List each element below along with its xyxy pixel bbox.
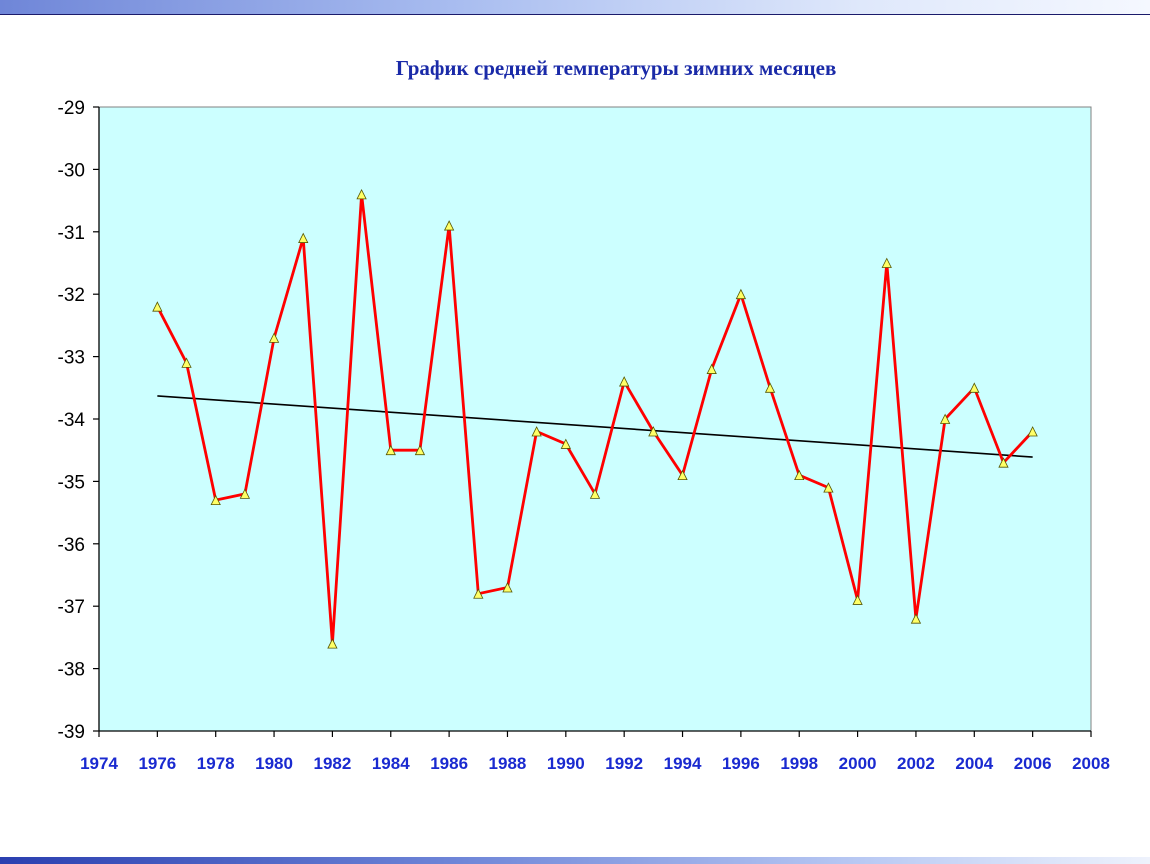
x-tick-label: 1998 [780, 754, 818, 773]
trendline-group [157, 395, 1033, 458]
x-tick-label: 1976 [138, 754, 176, 773]
x-tick-label: 1988 [489, 754, 527, 773]
data-point-marker [473, 588, 484, 599]
x-tick-label: 1986 [430, 754, 468, 773]
data-point-marker [706, 363, 717, 374]
y-tick-label: -36 [58, 535, 85, 556]
tick-labels: -29 -30 -31 -32 -33 -34 -35 -36 -37 -38 -39 1974 197… [58, 98, 1110, 773]
data-point-marker [443, 220, 455, 231]
plot-area [98, 106, 1092, 732]
x-tick-label: 2006 [1014, 754, 1052, 773]
data-point-marker [385, 444, 396, 456]
x-tick-label: 1982 [313, 754, 351, 773]
data-point-marker [852, 594, 863, 605]
data-point-marker [589, 488, 601, 499]
x-tick-label: 1978 [197, 754, 235, 773]
x-tick-label: 2002 [897, 754, 935, 773]
y-tick-label: -33 [58, 348, 85, 369]
data-point-marker [356, 188, 367, 200]
x-tick-label: 1984 [372, 754, 410, 773]
y-tick-label: -38 [58, 660, 85, 681]
data-point-marker [823, 482, 834, 493]
y-tick-label: -35 [58, 472, 85, 493]
axes [93, 106, 1092, 737]
x-tick-label: 2000 [839, 754, 877, 773]
y-tick-label: -31 [58, 223, 85, 244]
y-tick-label: -29 [58, 98, 85, 119]
x-tick-label: 2008 [1072, 754, 1110, 773]
y-tick-label: -34 [58, 410, 86, 431]
bottom-decorative-bar [0, 857, 1150, 864]
top-decorative-bar [0, 0, 1150, 15]
data-point-marker [152, 301, 163, 312]
x-tick-label: 1980 [255, 754, 293, 773]
data-point-marker [939, 413, 951, 424]
y-tick-label: -37 [58, 597, 85, 618]
series-group [152, 188, 1038, 649]
trendline [157, 395, 1033, 458]
data-point-marker [531, 426, 542, 437]
data-point-marker [735, 288, 747, 300]
data-point-marker [648, 426, 659, 437]
data-point-marker [969, 382, 980, 393]
data-point-marker [910, 613, 922, 624]
data-point-marker [794, 469, 805, 481]
data-point-marker [1027, 426, 1038, 437]
data-point-marker [619, 376, 630, 387]
data-point-marker [268, 332, 280, 343]
data-point-marker [327, 638, 338, 649]
x-tick-label: 1994 [664, 754, 702, 773]
data-point-marker [881, 257, 892, 268]
x-tick-label: 1990 [547, 754, 585, 773]
data-point-marker [677, 469, 688, 481]
y-tick-label: -39 [58, 722, 85, 743]
x-tick-label: 1992 [605, 754, 643, 773]
data-point-marker [414, 444, 426, 456]
data-point-marker [560, 438, 571, 449]
data-point-marker [210, 494, 221, 506]
data-point-marker [502, 582, 513, 593]
data-point-marker [298, 232, 309, 243]
data-point-marker [181, 357, 192, 368]
data-point-marker [239, 488, 251, 499]
x-tick-label: 1996 [722, 754, 760, 773]
data-point-marker [764, 382, 776, 393]
chart-title: График средней температуры зимних месяце… [395, 56, 837, 80]
x-tick-label: 1974 [80, 754, 118, 773]
y-tick-label: -30 [58, 160, 85, 181]
data-point-marker [998, 457, 1009, 468]
x-tick-label: 2004 [955, 754, 993, 773]
y-tick-label: -32 [58, 285, 85, 306]
